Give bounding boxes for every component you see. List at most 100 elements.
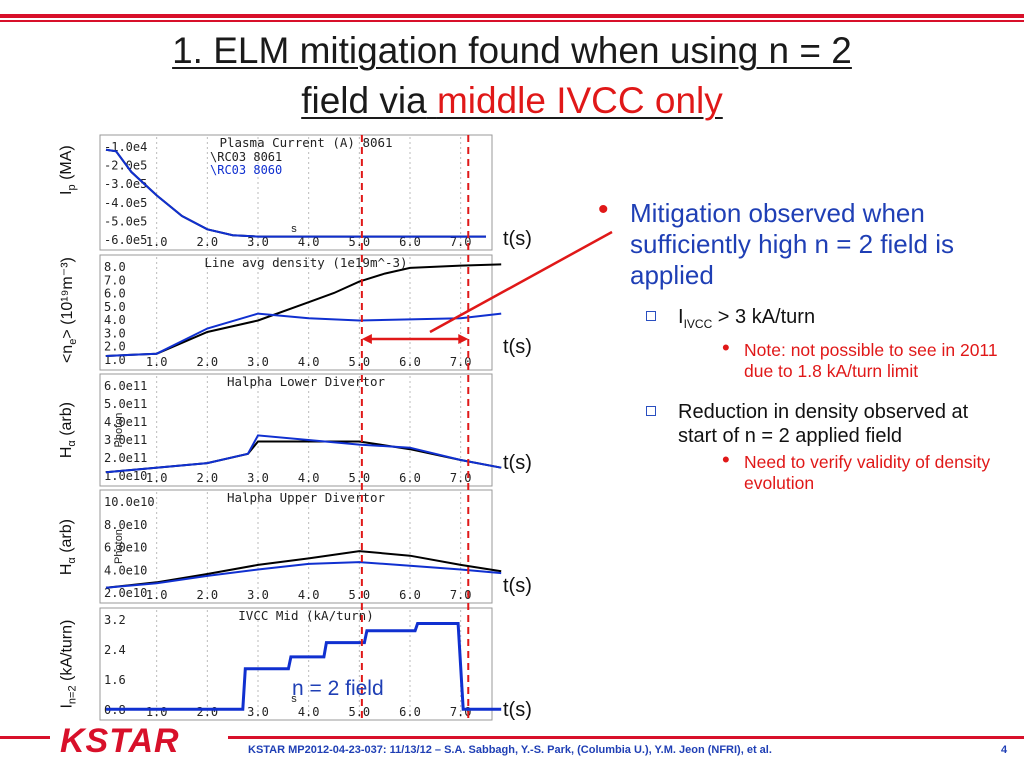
x-tick-label: 4.0 — [298, 588, 320, 602]
x-tick-label: 2.0 — [196, 588, 218, 602]
x-axis-label: s — [291, 693, 297, 705]
square-bullet-icon — [646, 311, 656, 321]
arrow-head-left — [361, 334, 372, 344]
y-tick-label: 6.0 — [104, 287, 126, 301]
x-tick-label: 7.0 — [450, 588, 472, 602]
x-axis-label: s — [291, 223, 297, 235]
sub2-text: Reduction in density observed at start o… — [678, 401, 969, 447]
x-tick-label: 2.0 — [196, 235, 218, 249]
y-tick-label: 6.0e10 — [104, 541, 147, 555]
bullet-main: • Mitigation observed when sufficiently h… — [598, 194, 1008, 291]
y-tick-label: 4.0 — [104, 313, 126, 327]
x-tick-label: 3.0 — [247, 705, 269, 719]
bullet-note-1: • Note: not possible to see in 2011 due t… — [722, 337, 1008, 382]
arrow-head-right — [458, 334, 469, 344]
x-tick-label: 3.0 — [247, 235, 269, 249]
bullet-list: • Mitigation observed when sufficiently h… — [598, 194, 1008, 494]
y-tick-label: -5.0e5 — [104, 214, 147, 228]
y-tick-label: 10.0e10 — [104, 495, 155, 509]
top-stripe — [0, 14, 1024, 18]
y-tick-label: 8.0 — [104, 260, 126, 274]
x-tick-label: 1.0 — [146, 235, 168, 249]
x-tick-label: 1.0 — [146, 588, 168, 602]
x-tick-label: 1.0 — [146, 355, 168, 369]
x-tick-label: 3.0 — [247, 471, 269, 485]
time-axis-label: t(s) — [503, 228, 532, 250]
x-tick-label: 4.0 — [298, 235, 320, 249]
sub1-prefix: I — [678, 306, 684, 328]
bullet-sub-1: IIVCC > 3 kA/turn — [646, 305, 1008, 336]
x-tick-label: 5.0 — [348, 235, 370, 249]
kstar-logo: KSTAR — [60, 722, 180, 760]
bullet-note-2: • Need to verify validity of density evol… — [722, 447, 1008, 494]
time-axis-label: t(s) — [503, 699, 532, 721]
x-tick-label: 7.0 — [450, 355, 472, 369]
x-tick-label: 2.0 — [196, 355, 218, 369]
panel-title: Plasma Current (A) 8061 — [219, 135, 392, 150]
y-axis-label: <ne> (10¹⁹m⁻³) — [58, 257, 80, 364]
title-highlight: middle IVCC only — [436, 80, 723, 121]
x-tick-label: 5.0 — [348, 705, 370, 719]
square-bullet-icon — [646, 406, 656, 416]
title-line-2-prefix: field via — [301, 80, 427, 121]
plot-frame — [99, 134, 493, 251]
y-tick-label: -3.0e5 — [104, 177, 147, 191]
plot-frame — [99, 489, 493, 604]
x-tick-label: 4.0 — [298, 705, 320, 719]
series-line — [105, 263, 502, 357]
series-line — [106, 622, 502, 711]
y-tick-label: 3.0 — [104, 326, 126, 340]
time-axis-label: t(s) — [503, 575, 532, 597]
n2-field-annotation: n = 2 field — [292, 677, 384, 700]
title-line-1: 1. ELM mitigation found when using n = 2 — [172, 30, 852, 71]
x-tick-label: 4.0 — [298, 355, 320, 369]
y-tick-label: 8.0e10 — [104, 518, 147, 532]
x-tick-label: 2.0 — [196, 705, 218, 719]
x-tick-label: 6.0 — [399, 705, 421, 719]
bottom-stripe-left — [0, 736, 50, 739]
y-tick-label: 4.0e11 — [104, 415, 147, 429]
y-tick-label: 6.0e11 — [104, 379, 147, 393]
top-stripe-thin — [0, 20, 1024, 22]
y-axis-label: Hα (arb) — [57, 402, 79, 459]
y-tick-label: -6.0e5 — [104, 233, 147, 247]
legend-entry: \RC03 8060 — [210, 163, 282, 177]
y-tick-label: 3.2 — [104, 613, 126, 627]
y-tick-label: 5.0e11 — [104, 397, 147, 411]
x-tick-label: 7.0 — [450, 235, 472, 249]
time-axis-label: t(s) — [503, 452, 532, 474]
x-tick-label: 3.0 — [247, 355, 269, 369]
y-tick-label: 2.4 — [104, 643, 126, 657]
bullet-sub-2: Reduction in density observed at start o… — [646, 400, 1008, 448]
series-line — [105, 550, 502, 589]
y-tick-label: -4.0e5 — [104, 196, 147, 210]
y-axis-label: Ip (MA) — [57, 145, 78, 195]
y-tick-label: 3.0e11 — [104, 433, 147, 447]
bottom-stripe — [228, 736, 1024, 739]
panel-y-label: Photon — [113, 529, 125, 564]
panel-y-label: Photon — [113, 413, 125, 448]
bullet-main-text: Mitigation observed when sufficiently hi… — [630, 198, 954, 290]
x-tick-label: 2.0 — [196, 471, 218, 485]
y-axis-label: In=2 (kA/turn) — [57, 619, 79, 709]
panel-title: Halpha Upper Divertor — [227, 490, 386, 505]
x-tick-label: 4.0 — [298, 471, 320, 485]
x-tick-label: 6.0 — [399, 471, 421, 485]
series-line — [105, 561, 502, 589]
x-tick-label: 1.0 — [146, 705, 168, 719]
legend-entry: \RC03 8061 — [210, 150, 282, 164]
y-tick-label: 1.6 — [104, 673, 126, 687]
red-dot-icon: • — [722, 447, 730, 472]
note-2-text: Need to verify validity of density evolu… — [744, 452, 991, 493]
panel-title: IVCC Mid (kA/turn) — [238, 608, 373, 623]
x-tick-label: 5.0 — [348, 355, 370, 369]
x-tick-label: 6.0 — [399, 355, 421, 369]
x-tick-label: 5.0 — [348, 588, 370, 602]
x-tick-label: 7.0 — [450, 471, 472, 485]
y-tick-label: 7.0 — [104, 273, 126, 287]
y-tick-label: 2.0 — [104, 340, 126, 354]
y-tick-label: 5.0 — [104, 300, 126, 314]
footer-text: KSTAR MP2012-04-23-037: 11/13/12 – S.A. … — [248, 744, 772, 756]
time-axis-label: t(s) — [503, 336, 532, 358]
